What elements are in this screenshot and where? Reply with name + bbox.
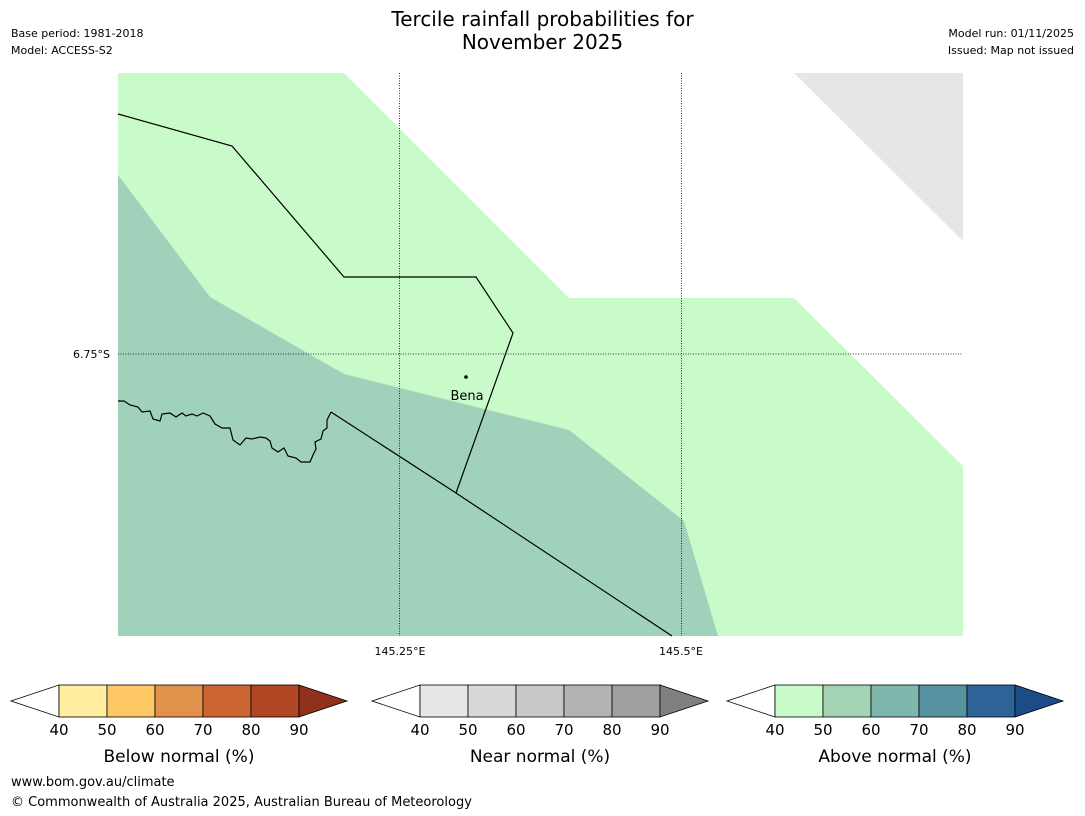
below-swatch-40-50 <box>58 684 108 718</box>
place-label-bena: Bena <box>450 389 483 404</box>
below-tick-70: 70 <box>193 721 212 739</box>
near-swatch-50-60 <box>467 684 517 718</box>
longitude-label-145-25: 145.25°E <box>375 645 426 658</box>
above-swatch-50-60 <box>822 684 872 718</box>
below-legend-title: Below normal (%) <box>104 747 255 767</box>
above-legend-high-arrow <box>1014 684 1065 718</box>
above-swatch-80-90 <box>966 684 1016 718</box>
above-tick-70: 70 <box>909 721 928 739</box>
legend-near-normal: 40 50 60 70 80 90 Near normal (%) <box>370 684 710 767</box>
near-swatch-40-50 <box>419 684 469 718</box>
above-swatch-70-80 <box>918 684 968 718</box>
base-period-text: Base period: 1981-2018 <box>11 27 144 40</box>
province-boundary <box>117 113 514 494</box>
header-meta-left: Base period: 1981-2018 Model: ACCESS-S2 <box>11 25 143 59</box>
near-legend-low-arrow <box>370 684 421 718</box>
map-area: Bena 6.75°S 145.25°E 145.5°E <box>73 73 963 658</box>
longitude-label-145-5: 145.5°E <box>659 645 703 658</box>
near-swatch-60-70 <box>515 684 565 718</box>
above-swatch-40-50 <box>774 684 824 718</box>
near-legend-title: Near normal (%) <box>470 747 610 767</box>
below-legend-high-arrow <box>298 684 349 718</box>
below-tick-80: 80 <box>241 721 260 739</box>
above-tick-50: 50 <box>813 721 832 739</box>
below-tick-90: 90 <box>289 721 308 739</box>
near-tick-60: 60 <box>506 721 525 739</box>
below-tick-60: 60 <box>145 721 164 739</box>
footer-url[interactable]: www.bom.gov.au/climate <box>11 775 175 790</box>
above-legend-low-arrow <box>725 684 776 718</box>
title-line-2: November 2025 <box>461 30 624 54</box>
model-run-text: Model run: 01/11/2025 <box>948 27 1074 40</box>
above-tick-80: 80 <box>957 721 976 739</box>
footer-copyright: © Commonwealth of Australia 2025, Austra… <box>11 795 472 810</box>
above-swatch-60-70 <box>870 684 920 718</box>
header-meta-right: Model run: 01/11/2025 Issued: Map not is… <box>948 25 1074 59</box>
below-tick-50: 50 <box>97 721 116 739</box>
above-legend-title: Above normal (%) <box>818 747 971 767</box>
below-legend-low-arrow <box>9 684 60 718</box>
above-tick-40: 40 <box>765 721 784 739</box>
near-swatch-70-80 <box>563 684 613 718</box>
bena-marker <box>464 375 468 379</box>
below-tick-40: 40 <box>49 721 68 739</box>
below-swatch-50-60 <box>106 684 156 718</box>
below-swatch-70-80 <box>202 684 252 718</box>
legend-below-normal: 40 50 60 70 80 90 Below normal (%) <box>9 684 349 767</box>
near-tick-70: 70 <box>554 721 573 739</box>
near-tick-40: 40 <box>410 721 429 739</box>
near-tick-80: 80 <box>602 721 621 739</box>
below-swatch-80-90 <box>250 684 300 718</box>
near-legend-high-arrow <box>659 684 710 718</box>
issued-text: Issued: Map not issued <box>947 44 1074 57</box>
above-normal-50-60-region <box>118 175 718 636</box>
title-line-1: Tercile rainfall probabilities for <box>391 7 694 31</box>
province-boundary-south <box>330 411 673 637</box>
near-tick-90: 90 <box>650 721 669 739</box>
map-title: Tercile rainfall probabilities for Novem… <box>0 8 1085 54</box>
river-boundary <box>118 400 332 463</box>
legend-above-normal: 40 50 60 70 80 90 Above normal (%) <box>725 684 1065 767</box>
near-tick-50: 50 <box>458 721 477 739</box>
latitude-label: 6.75°S <box>73 348 110 361</box>
near-normal-40-50-region <box>794 73 963 241</box>
above-tick-60: 60 <box>861 721 880 739</box>
below-swatch-60-70 <box>154 684 204 718</box>
above-tick-90: 90 <box>1005 721 1024 739</box>
near-swatch-80-90 <box>611 684 661 718</box>
model-text: Model: ACCESS-S2 <box>11 44 113 57</box>
